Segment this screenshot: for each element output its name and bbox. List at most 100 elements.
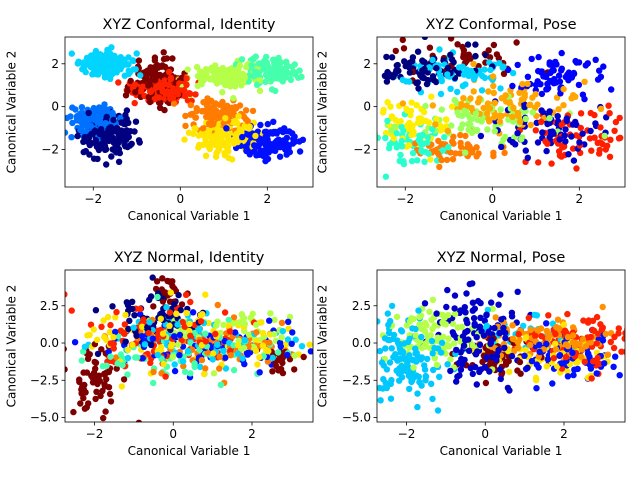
scatter-point <box>131 81 139 88</box>
scatter-point <box>230 95 237 102</box>
scatter-point <box>472 52 479 60</box>
scatter-point <box>459 43 466 51</box>
scatter-point <box>455 359 463 367</box>
scatter-point <box>538 333 545 340</box>
y-tick-label: −2 <box>353 143 371 157</box>
scatter-point <box>579 130 586 137</box>
scatter-point <box>246 123 253 130</box>
scatter-point <box>84 332 91 339</box>
scatter-point <box>433 310 440 317</box>
x-tick-label: 2 <box>263 192 271 206</box>
scatter-point <box>549 380 556 387</box>
scatter-point <box>191 360 198 367</box>
scatter-point <box>129 305 136 313</box>
scatter-point <box>95 372 103 379</box>
x-tick-label: 0 <box>169 427 177 441</box>
scatter-point <box>421 366 429 373</box>
scatter-point <box>169 55 176 62</box>
scatter-point <box>187 370 194 377</box>
scatter-point <box>481 364 489 371</box>
scatter-point <box>164 277 171 285</box>
scatter-point <box>550 355 558 362</box>
scatter-point <box>562 126 569 133</box>
scatter-point <box>490 89 497 97</box>
scatter-point <box>125 133 132 141</box>
scatter-point <box>593 370 600 377</box>
scatter-point <box>187 332 194 339</box>
scatter-point <box>464 327 471 335</box>
scatter-point <box>252 347 260 354</box>
scatter-point <box>516 89 523 97</box>
scatter-point <box>460 95 467 102</box>
scatter-point <box>406 78 413 85</box>
scatter-point <box>202 152 210 159</box>
scatter-point <box>386 145 393 152</box>
scatter-point <box>220 321 227 329</box>
scatter-point <box>429 126 436 133</box>
scatter-point <box>81 343 89 350</box>
scatter-point <box>254 361 261 368</box>
scatter-point <box>122 311 129 319</box>
scatter-point <box>419 131 426 139</box>
scatter-point <box>601 360 608 367</box>
scatter-point <box>261 57 268 65</box>
scatter-point <box>485 329 492 336</box>
scatter-point <box>486 105 494 112</box>
scatter-point <box>441 134 448 141</box>
scatter-point <box>165 81 172 89</box>
scatter-point <box>532 374 540 382</box>
scatter-point <box>577 124 584 132</box>
scatter-point <box>378 359 386 366</box>
scatter-point <box>139 355 146 362</box>
scatter-point <box>410 315 417 322</box>
scatter-point <box>393 130 400 137</box>
scatter-point <box>257 121 264 129</box>
scatter-point <box>491 114 498 121</box>
scatter-point <box>528 357 536 365</box>
scatter-point <box>113 308 120 316</box>
scatter-point <box>447 51 454 58</box>
scatter-point <box>123 107 131 114</box>
scatter-point <box>239 133 246 141</box>
scatter-point <box>408 131 415 139</box>
scatter-point <box>278 334 285 341</box>
scatter-point <box>364 355 370 361</box>
scatter-point <box>593 313 601 321</box>
scatter-point <box>258 319 265 326</box>
scatter-point <box>470 60 477 68</box>
scatter-point <box>429 395 436 403</box>
scatter-point <box>453 346 460 354</box>
scatter-point <box>68 307 75 314</box>
scatter-point <box>78 109 86 116</box>
scatter-point <box>155 94 163 101</box>
scatter-point <box>272 87 279 95</box>
scatter-point <box>593 340 600 347</box>
scatter-point <box>465 126 472 133</box>
axes-frame <box>64 269 314 423</box>
scatter-point <box>438 156 445 164</box>
scatter-point <box>556 136 563 143</box>
scatter-point <box>584 350 592 357</box>
scatter-point <box>296 148 304 155</box>
scatter-point <box>517 118 524 125</box>
scatter-point <box>545 312 552 319</box>
scatter-point <box>253 321 260 328</box>
scatter-point <box>93 70 100 78</box>
scatter-point <box>171 361 178 368</box>
scatter-point <box>405 372 413 379</box>
scatter-point <box>597 124 604 131</box>
scatter-point <box>447 356 454 363</box>
scatter-point <box>447 85 454 93</box>
scatter-point <box>72 106 79 113</box>
scatter-point <box>377 318 381 325</box>
scatter-point <box>587 365 595 372</box>
scatter-point <box>181 92 189 100</box>
scatter-point <box>437 72 444 79</box>
scatter-point <box>414 157 421 164</box>
scatter-point <box>543 147 550 155</box>
scatter-point <box>607 338 614 346</box>
scatter-point <box>289 130 296 137</box>
scatter-point <box>70 408 77 416</box>
scatter-point <box>274 349 282 356</box>
scatter-point <box>241 360 248 368</box>
